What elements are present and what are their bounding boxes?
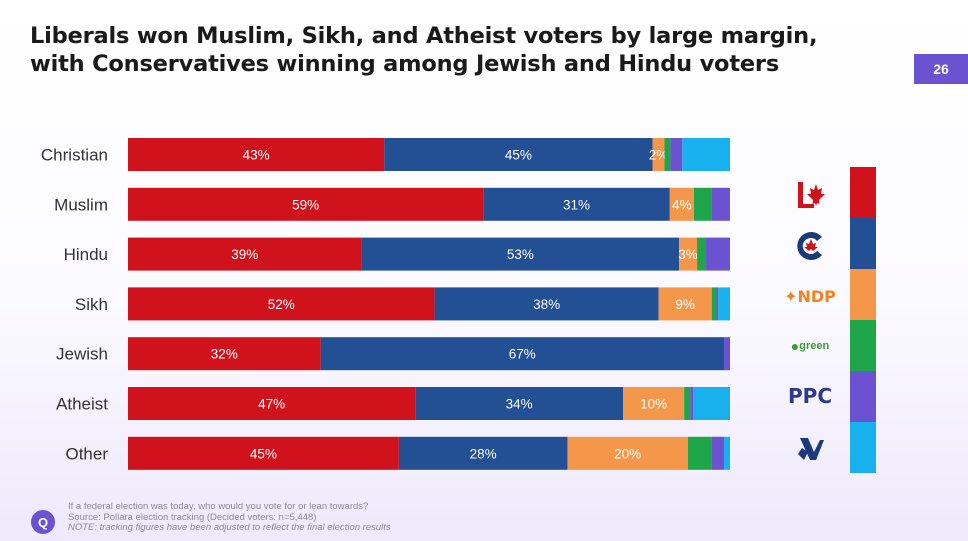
- chart-title: Liberals won Muslim, Sikh, and Atheist v…: [30, 22, 890, 78]
- bar-segment-conservative: [398, 436, 568, 470]
- bar-segment-conservative: [361, 237, 680, 271]
- legend-swatch-liberal: [850, 167, 876, 218]
- legend-swatch-green: [850, 320, 876, 371]
- bar-segment-ppc: [690, 387, 694, 420]
- bar-segment-liberal: [128, 187, 484, 221]
- bar-segment-ppc: [716, 287, 719, 321]
- bar-segment-ppc: [711, 187, 730, 221]
- data-label: 67%: [509, 347, 536, 362]
- category-label: Hindu: [64, 245, 108, 264]
- data-label: 2%: [649, 148, 669, 163]
- bar-segment-liberal: [128, 436, 399, 470]
- data-label: 45%: [505, 148, 532, 163]
- bar-segment-liberal: [128, 237, 362, 271]
- green-logo: ● green: [770, 326, 850, 366]
- data-label: 20%: [614, 446, 641, 461]
- data-label: 31%: [563, 197, 590, 212]
- bloc-fleur-icon: [798, 438, 824, 460]
- data-label: 9%: [675, 297, 695, 312]
- bar-segment-green: [664, 138, 671, 171]
- bloc-logo: [770, 428, 850, 468]
- category-label: Sikh: [75, 295, 108, 314]
- bar-segment-ndp: [679, 237, 698, 271]
- bar-segment-green: [693, 187, 712, 221]
- bar-segment-ndp: [623, 387, 685, 420]
- bar-segment-green: [711, 287, 717, 321]
- bar-segment-conservative: [415, 387, 624, 420]
- liberal-logo: [770, 174, 850, 214]
- bar-segment-conservative: [384, 138, 653, 171]
- page-number-badge: 26: [914, 54, 968, 84]
- data-label: 53%: [507, 247, 534, 262]
- data-label: 4%: [672, 197, 692, 212]
- data-label: 52%: [268, 297, 295, 312]
- conservative-logo: [770, 226, 850, 266]
- bar-segment-bloc: [693, 387, 730, 420]
- bar-segment-ppc: [711, 436, 724, 470]
- footer-source: Source: Pollara election tracking (Decid…: [68, 511, 317, 523]
- bar-segment-ndp: [658, 287, 712, 321]
- data-label: 47%: [258, 397, 285, 412]
- bar-segment-bloc: [682, 138, 730, 171]
- data-label: 32%: [211, 347, 238, 362]
- legend-swatch-conservative: [850, 218, 876, 269]
- data-label: 28%: [470, 446, 497, 461]
- green-logo-text: green: [799, 340, 830, 352]
- data-label: 43%: [243, 148, 270, 163]
- data-label: 34%: [506, 397, 533, 412]
- bar-segment-conservative: [320, 337, 724, 371]
- category-label: Muslim: [54, 195, 108, 214]
- data-label: 39%: [231, 247, 258, 262]
- bar-segment-green: [697, 237, 707, 271]
- bar-segment-ppc: [670, 138, 683, 171]
- category-label: Jewish: [56, 345, 108, 364]
- ndp-logo-text: NDP: [797, 286, 836, 306]
- bar-segment-bloc: [718, 287, 730, 321]
- bar-segment-ndp: [669, 187, 694, 221]
- maple-leaf-l-icon: [798, 182, 825, 208]
- ndp-leaf-icon: ✦: [784, 286, 798, 306]
- bar-segment-liberal: [128, 138, 385, 171]
- data-label: 45%: [250, 446, 277, 461]
- bar-segment-ppc: [723, 337, 730, 371]
- bar-segment-liberal: [128, 337, 321, 371]
- ppc-logo: PPC: [770, 376, 850, 416]
- green-globe-icon: ●: [790, 338, 800, 354]
- category-label: Christian: [41, 146, 108, 165]
- footer-notes: If a federal election was today, who wou…: [68, 501, 391, 534]
- data-label: 59%: [292, 197, 319, 212]
- data-label: 3%: [678, 247, 698, 262]
- ndp-logo: ✦ NDP: [770, 276, 850, 316]
- bar-segment-green: [684, 387, 691, 420]
- bar-segment-conservative: [483, 187, 670, 221]
- data-label: 10%: [640, 397, 667, 412]
- data-label: 38%: [533, 297, 560, 312]
- bar-segment-liberal: [128, 287, 435, 321]
- bar-segment-bloc: [723, 436, 730, 470]
- footer-note: NOTE: tracking figures have been adjuste…: [68, 522, 391, 533]
- bar-segment-ndp: [567, 436, 688, 470]
- bar-segment-ndp: [652, 138, 665, 171]
- bar-segment-liberal: [128, 387, 416, 420]
- legend-swatch-ndp: [850, 269, 876, 320]
- legend-color-strip: [850, 167, 876, 473]
- legend-swatch-ppc: [850, 371, 876, 422]
- conservative-c-icon: [797, 232, 822, 260]
- bar-segment-ppc: [706, 237, 730, 271]
- title-line-2: with Conservatives winning among Jewish …: [30, 51, 780, 77]
- bar-segment-conservative: [434, 287, 659, 321]
- bar-segment-green: [687, 436, 712, 470]
- category-label: Atheist: [56, 395, 108, 414]
- category-label: Other: [65, 444, 108, 463]
- ppc-logo-text: PPC: [788, 384, 832, 408]
- question-icon: Q: [31, 510, 55, 534]
- footer-question: If a federal election was today, who wou…: [68, 501, 369, 512]
- legend-swatch-bloc: [850, 422, 876, 473]
- title-line-1: Liberals won Muslim, Sikh, and Atheist v…: [30, 23, 818, 49]
